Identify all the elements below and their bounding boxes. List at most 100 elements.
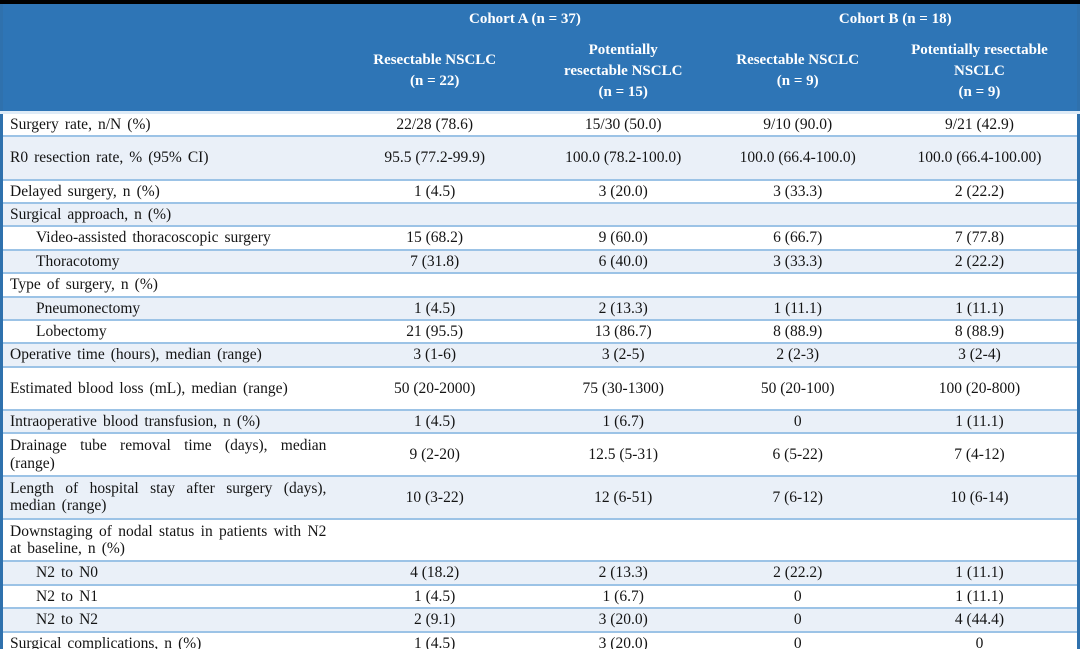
row-label: Video-assisted thoracoscopic surgery — [1, 225, 337, 250]
cell-value: 2 (13.3) — [532, 560, 714, 585]
cell-value: 1 (4.5) — [336, 178, 533, 204]
table-row: Drainage tube removal time (days), media… — [1, 432, 1079, 477]
cell-value: 9/21 (42.9) — [881, 111, 1079, 137]
cell-value: 6 (40.0) — [532, 248, 714, 274]
cell-value: 9/10 (90.0) — [713, 111, 882, 137]
cell-value: 1 (11.1) — [881, 408, 1079, 434]
cell-value: 0 — [713, 408, 882, 434]
cell-value: 3 (1-6) — [336, 342, 533, 367]
cell-value: 3 (33.3) — [713, 178, 882, 204]
row-label: Intraoperative blood transfusion, n (%) — [1, 408, 337, 434]
table-row: Delayed surgery, n (%) 1 (4.5) 3 (20.0) 3 (… — [1, 178, 1079, 204]
cell-value — [532, 517, 714, 562]
cell-value: 95.5 (77.2-99.9) — [336, 135, 533, 180]
table-row: R0 resection rate, % (95% CI) 95.5 (77.2-… — [1, 135, 1079, 180]
cell-value: 1 (11.1) — [713, 295, 882, 320]
row-label: Surgical approach, n (%) — [1, 202, 337, 227]
row-label: Downstaging of nodal status in patients … — [1, 517, 337, 562]
table-header: Cohort A (n = 37) Cohort B (n = 18) Rese… — [1, 4, 1079, 113]
cell-value: 50 (20-100) — [713, 365, 882, 410]
cell-value: 13 (86.7) — [532, 318, 714, 344]
cell-value: 3 (33.3) — [713, 248, 882, 274]
table-row: Intraoperative blood transfusion, n (%) 1… — [1, 408, 1079, 434]
row-label: N2 to N2 — [1, 607, 337, 632]
table-row: Thoracotomy 7 (31.8) 6 (40.0) 3 (33.3) 2 (22… — [1, 248, 1079, 274]
row-label: N2 to N0 — [1, 560, 337, 585]
cell-value: 100.0 (78.2-100.0) — [532, 135, 714, 180]
row-label: Type of surgery, n (%) — [1, 272, 337, 297]
row-label: Surgical complications, n (%) — [1, 630, 337, 649]
row-label: Operative time (hours), median (range) — [1, 342, 337, 367]
cell-value — [881, 517, 1079, 562]
table-row: Type of surgery, n (%) — [1, 272, 1079, 297]
cell-value: 4 (18.2) — [336, 560, 533, 585]
cell-value: 6 (66.7) — [713, 225, 882, 250]
cell-value: 1 (4.5) — [336, 295, 533, 320]
cell-value: 8 (88.9) — [713, 318, 882, 344]
table-row: Downstaging of nodal status in patients … — [1, 517, 1079, 562]
cell-value: 7 (4-12) — [881, 432, 1079, 477]
table-row: N2 to N1 1 (4.5) 1 (6.7) 0 1 (11.1) — [1, 583, 1079, 609]
cell-value: 2 (13.3) — [532, 295, 714, 320]
cell-value: 1 (4.5) — [336, 408, 533, 434]
cell-value: 3 (2-4) — [881, 342, 1079, 367]
cell-value — [713, 272, 882, 297]
cell-value: 3 (20.0) — [532, 178, 714, 204]
cell-value: 7 (77.8) — [881, 225, 1079, 250]
cell-value: 50 (20-2000) — [336, 365, 533, 410]
subcolumn-header-row: Resectable NSCLC (n = 22) Potentially re… — [2, 31, 1079, 113]
table-row: Video-assisted thoracoscopic surgery 15 (… — [1, 225, 1079, 250]
cohort-b-header: Cohort B (n = 18) — [713, 4, 1079, 31]
cell-value: 3 (20.0) — [532, 630, 714, 649]
row-label: Surgery rate, n/N (%) — [1, 111, 337, 137]
cell-value: 15/30 (50.0) — [532, 111, 714, 137]
cell-value: 3 (20.0) — [532, 607, 714, 632]
row-label: Drainage tube removal time (days), media… — [1, 432, 337, 477]
table-row: N2 to N0 4 (18.2) 2 (13.3) 2 (22.2) 1 (11.1) — [1, 560, 1079, 585]
column-header-resectable-a: Resectable NSCLC (n = 22) — [336, 31, 533, 113]
cell-value: 22/28 (78.6) — [336, 111, 533, 137]
cell-value: 9 (2-20) — [336, 432, 533, 477]
table-row: Estimated blood loss (mL), median (range… — [1, 365, 1079, 410]
cell-value: 12.5 (5-31) — [532, 432, 714, 477]
column-header-resectable-b: Resectable NSCLC (n = 9) — [713, 31, 882, 113]
cell-value: 100.0 (66.4-100.0) — [713, 135, 882, 180]
table-row: Operative time (hours), median (range) 3 … — [1, 342, 1079, 367]
cell-value: 4 (44.4) — [881, 607, 1079, 632]
row-label: Lobectomy — [1, 318, 337, 344]
cell-value: 3 (2-5) — [532, 342, 714, 367]
column-header-potentially-resectable-b: Potentially resectable NSCLC (n = 9) — [881, 31, 1079, 113]
cell-value: 12 (6-51) — [532, 475, 714, 519]
cell-value: 1 (6.7) — [532, 408, 714, 434]
cell-value — [336, 272, 533, 297]
cell-value — [532, 202, 714, 227]
cell-value: 21 (95.5) — [336, 318, 533, 344]
cell-value: 2 (22.2) — [713, 560, 882, 585]
cell-value: 2 (22.2) — [881, 178, 1079, 204]
cell-value: 10 (3-22) — [336, 475, 533, 519]
cell-value: 1 (6.7) — [532, 583, 714, 609]
cell-value — [713, 202, 882, 227]
cell-value: 15 (68.2) — [336, 225, 533, 250]
cell-value: 1 (4.5) — [336, 630, 533, 649]
cell-value: 0 — [713, 630, 882, 649]
row-label: N2 to N1 — [1, 583, 337, 609]
cell-value: 2 (9.1) — [336, 607, 533, 632]
cell-value: 0 — [713, 583, 882, 609]
row-label: Estimated blood loss (mL), median (range… — [1, 365, 337, 410]
cohort-a-header: Cohort A (n = 37) — [336, 4, 714, 31]
row-label: Thoracotomy — [1, 248, 337, 274]
top-black-bar — [0, 0, 1080, 4]
cell-value: 7 (31.8) — [336, 248, 533, 274]
cell-value: 2 (2-3) — [713, 342, 882, 367]
table-row: N2 to N2 2 (9.1) 3 (20.0) 0 4 (44.4) — [1, 607, 1079, 632]
cell-value: 100.0 (66.4-100.00) — [881, 135, 1079, 180]
cell-value: 9 (60.0) — [532, 225, 714, 250]
cell-value — [881, 272, 1079, 297]
cell-value — [532, 272, 714, 297]
row-label: R0 resection rate, % (95% CI) — [1, 135, 337, 180]
corner-cell — [1, 4, 337, 113]
cell-value: 0 — [881, 630, 1079, 649]
cohort-header-row: Cohort A (n = 37) Cohort B (n = 18) — [1, 4, 1079, 113]
